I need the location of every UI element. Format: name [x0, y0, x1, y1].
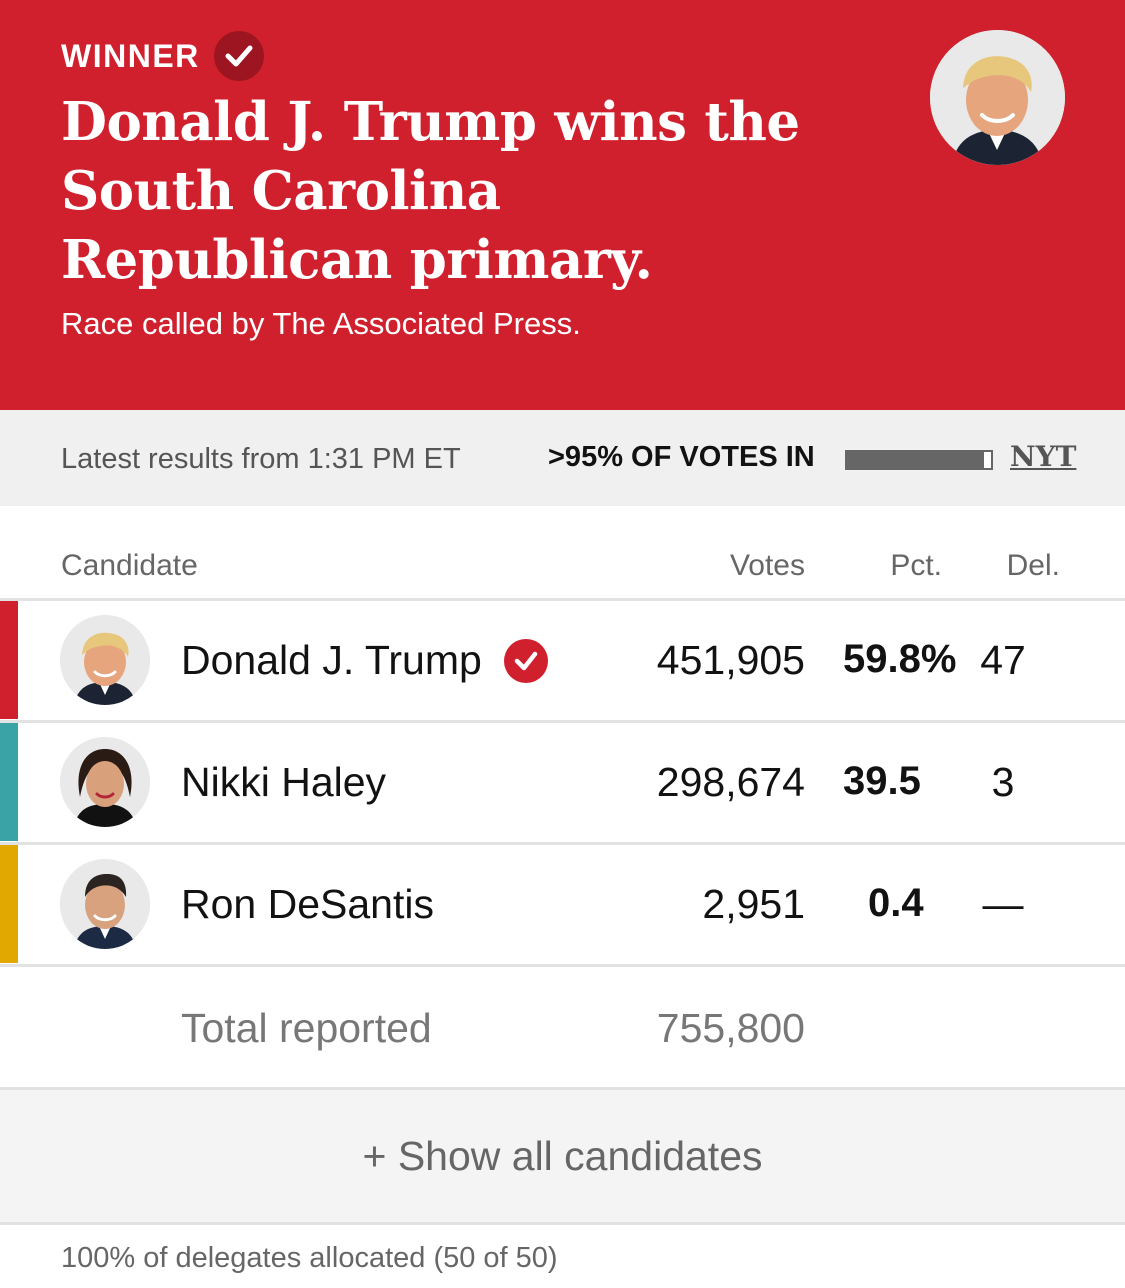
candidate-color-bar	[0, 723, 18, 841]
candidate-delegates: 47	[980, 637, 1026, 683]
candidate-votes: 2,951	[702, 881, 805, 927]
candidate-votes: 451,905	[656, 637, 805, 683]
check-circle-icon	[213, 31, 264, 81]
header-delegates: Del.	[1006, 549, 1060, 582]
votes-in-progress-bar	[845, 450, 993, 470]
candidate-name: Ron DeSantis	[181, 881, 434, 928]
winner-banner: WINNER Donald J. Trump wins the South Ca…	[0, 0, 1125, 410]
race-called-by: Race called by The Associated Press.	[61, 306, 581, 341]
candidate-name-text: Ron DeSantis	[181, 881, 434, 927]
candidate-photo	[60, 859, 150, 949]
candidate-color-bar	[0, 601, 18, 719]
winner-line: WINNER	[61, 30, 264, 82]
person-photo-icon	[60, 615, 150, 705]
total-row: Total reported 755,800	[0, 964, 1125, 1087]
table-row: Ron DeSantis 2,951 0.4 —	[0, 842, 1125, 963]
person-photo-icon	[60, 859, 150, 949]
person-photo-icon	[60, 737, 150, 827]
header-candidate: Candidate	[61, 549, 198, 582]
candidate-name: Nikki Haley	[181, 759, 386, 806]
candidate-delegates: —	[982, 881, 1024, 927]
header-votes: Votes	[729, 549, 805, 582]
header-pct: Pct.	[890, 549, 942, 582]
candidate-photo	[60, 737, 150, 827]
candidate-pct: 59.8%	[843, 637, 957, 681]
candidate-name: Donald J. Trump	[181, 637, 548, 684]
person-photo-icon	[930, 30, 1065, 165]
candidate-delegates: 3	[991, 759, 1015, 805]
candidate-votes: 298,674	[656, 759, 805, 805]
votes-in-progress-fill	[847, 452, 984, 468]
winner-photo	[930, 30, 1065, 165]
total-label: Total reported	[181, 1005, 432, 1051]
latest-results-time: Latest results from 1:31 PM ET	[61, 443, 461, 475]
headline: Donald J. Trump wins the South Carolina …	[61, 91, 800, 291]
table-row: Nikki Haley 298,674 39.5 3	[0, 720, 1125, 841]
nyt-source-link[interactable]: NYT	[1010, 440, 1077, 473]
candidate-name-text: Donald J. Trump	[181, 637, 482, 683]
candidate-name-text: Nikki Haley	[181, 759, 387, 805]
candidate-pct: 39.5	[843, 759, 921, 803]
candidate-color-bar	[0, 845, 18, 963]
winner-label: WINNER	[61, 37, 200, 74]
total-votes: 755,800	[656, 1005, 805, 1051]
delegates-allocated-note: 100% of delegates allocated (50 of 50)	[61, 1242, 558, 1274]
show-all-candidates-button[interactable]: + Show all candidates	[0, 1087, 1125, 1225]
candidate-pct: 0.4	[868, 881, 924, 925]
candidate-photo	[60, 615, 150, 705]
table-row: Donald J. Trump 451,905 59.8% 47	[0, 598, 1125, 719]
check-circle-icon	[503, 638, 548, 683]
votes-in-label: >95% OF VOTES IN	[548, 441, 815, 473]
